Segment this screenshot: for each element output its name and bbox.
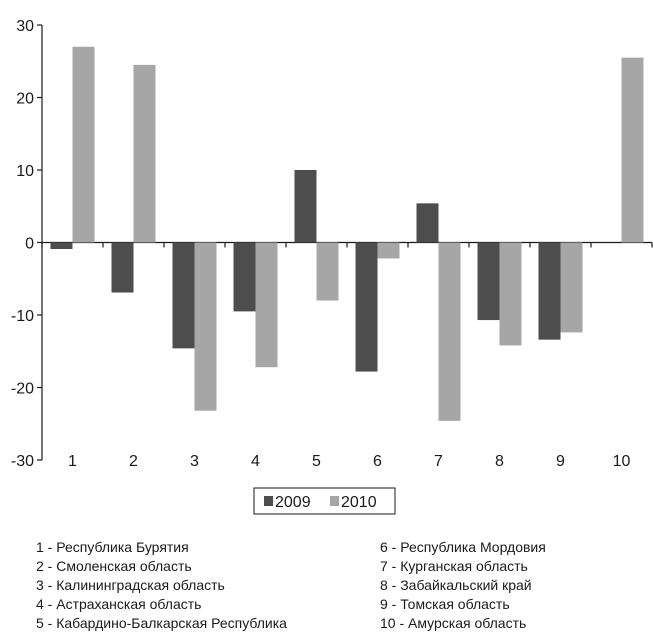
bar-2009-8 [477,242,500,321]
bar-2009-5 [294,170,317,243]
bar-2010-3 [194,242,217,411]
bar-2010-6 [377,242,400,259]
x-tick-label: 9 [556,453,565,470]
bar-2009-3 [172,242,195,349]
bar-2009-6 [355,242,378,372]
x-tick-label: 1 [68,453,77,470]
x-tick-label: 4 [251,453,260,470]
y-tick-label: -30 [11,453,34,470]
y-tick-label: -20 [11,381,34,398]
legend-label-2010: 2010 [341,494,377,511]
y-tick-label: 10 [16,163,34,180]
bar-2010-10 [621,57,644,243]
bar-2010-5 [316,242,339,301]
y-tick-label: 30 [16,18,34,35]
legend-label-2009: 2009 [275,494,311,511]
bar-2009-9 [538,242,561,340]
x-tick-label: 5 [312,453,321,470]
bar-2010-9 [560,242,583,333]
bar-2010-4 [255,242,278,368]
y-tick-label: -10 [11,308,34,325]
bar-2010-8 [499,242,522,346]
axis-labels: 30 20 10 0 -10 -20 -30 1 2 3 4 5 6 7 8 9 10 [11,18,631,470]
y-tick-label: 20 [16,91,34,108]
bar-2010-1 [72,46,95,243]
bar-2009-2 [111,242,134,293]
legend-box [253,487,396,515]
legend-swatch-2009 [264,496,273,506]
x-tick-label: 3 [190,453,199,470]
y-tick-label: 0 [25,236,34,253]
legend-swatch-2010 [330,496,339,506]
x-tick-label: 2 [129,453,138,470]
x-tick-label: 6 [373,453,382,470]
bar-2009-4 [233,242,256,312]
bar-2010-2 [133,64,156,243]
x-tick-label: 8 [495,453,504,470]
bar-2009-7 [416,203,439,243]
bars [50,46,644,421]
x-tick-label: 10 [613,453,631,470]
x-tick-label: 7 [434,453,443,470]
bar-2009-1 [50,242,73,250]
legend: 2009 2010 [253,487,396,515]
bar-2010-7 [438,242,461,421]
